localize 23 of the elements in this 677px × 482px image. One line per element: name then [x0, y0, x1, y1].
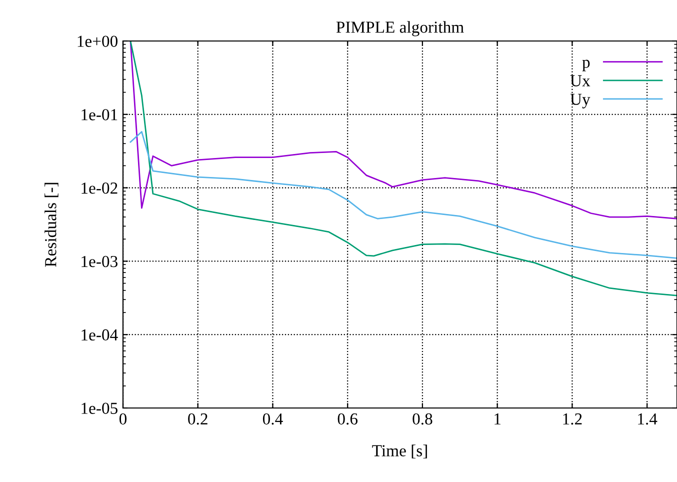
line-series — [130, 41, 677, 220]
line-series — [130, 41, 677, 296]
x-tick-label: 1.4 — [638, 413, 658, 425]
y-tick-label: 1e+00 — [78, 36, 118, 47]
x-tick-label: 0 — [119, 413, 127, 425]
line-series — [130, 131, 677, 259]
x-tick-label: 1 — [494, 413, 500, 424]
chart-title: PIMPLE algorithm — [336, 21, 464, 36]
x-tick-label: 0.2 — [188, 413, 208, 425]
y-tick-label: 1e-03 — [82, 256, 118, 268]
y-tick-label: 1e-01 — [82, 109, 118, 120]
y-tick-label: 1e-02 — [82, 182, 118, 194]
x-tick-label: 0.8 — [412, 413, 432, 425]
x-tick-label: 0.6 — [338, 413, 358, 425]
x-tick-label: 0.4 — [262, 413, 283, 425]
y-tick-label: 1e-04 — [82, 329, 118, 341]
legend-label: p — [582, 60, 590, 72]
x-tick-label: 1.2 — [563, 413, 582, 425]
y-axis-title: Residuals [-] — [44, 182, 58, 267]
legend-label: Uy — [570, 94, 590, 108]
legend-label: Ux — [570, 75, 590, 86]
x-axis-title: Time [s] — [372, 444, 427, 458]
y-tick-label: 1e-05 — [82, 402, 118, 414]
